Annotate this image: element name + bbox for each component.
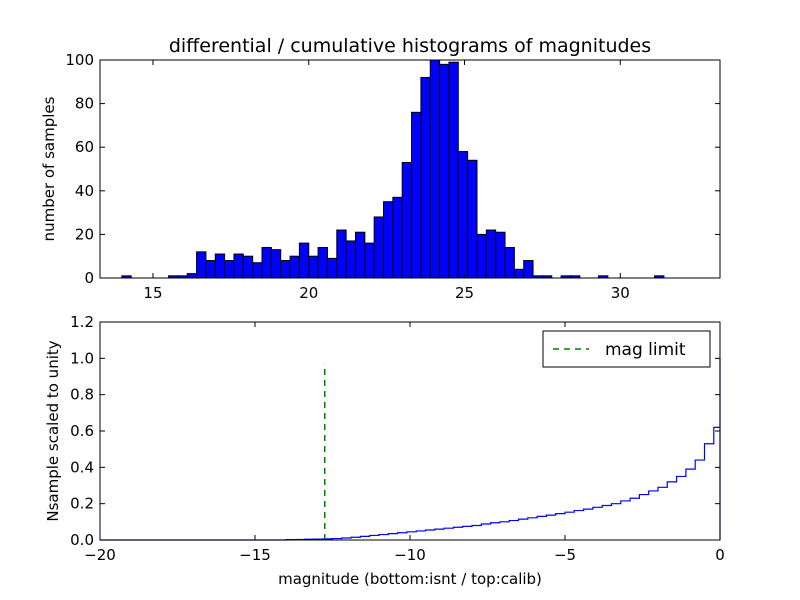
- histogram-bar: [429, 59, 441, 279]
- histogram-bar: [495, 231, 506, 279]
- histogram-bar: [252, 262, 263, 279]
- histogram-bar: [261, 246, 272, 279]
- histogram-bar: [504, 246, 515, 279]
- histogram-ylabel: number of samples: [40, 96, 58, 241]
- x-tick-label: −5: [554, 546, 576, 564]
- histogram-bar: [336, 229, 347, 279]
- x-tick-label: 15: [143, 284, 162, 302]
- histogram-bar: [354, 231, 366, 279]
- cumulative-curve: [100, 358, 721, 541]
- y-tick-label: 1.0: [70, 349, 94, 367]
- y-tick-label: 100: [65, 51, 94, 69]
- histogram-bar: [457, 151, 469, 279]
- x-tick-label: 20: [299, 284, 318, 302]
- x-tick-label: −20: [84, 546, 116, 564]
- histogram-bar: [420, 76, 431, 279]
- histogram-bar: [308, 255, 319, 279]
- histogram-bar: [383, 201, 394, 279]
- histogram-bar: [523, 260, 534, 279]
- histogram-bar: [196, 251, 207, 279]
- y-tick-label: 0.4: [70, 458, 94, 476]
- legend-box: [542, 330, 711, 368]
- x-tick-label: 30: [611, 284, 630, 302]
- histogram-bar: [298, 242, 310, 279]
- histogram-bar: [392, 196, 403, 279]
- histogram-bar: [214, 253, 226, 279]
- legend: mag limit: [542, 330, 711, 368]
- histogram-bar: [224, 260, 235, 279]
- y-tick-label: 1.2: [70, 313, 94, 331]
- histogram-bar: [233, 253, 244, 279]
- histogram-bar: [242, 255, 254, 279]
- legend-mag-limit-label: mag limit: [605, 340, 686, 360]
- histogram-bar: [411, 111, 422, 279]
- histogram-bar: [270, 249, 282, 279]
- x-tick-label: −10: [394, 546, 426, 564]
- x-tick-label: 25: [455, 284, 474, 302]
- chart-title: differential / cumulative histograms of …: [169, 35, 651, 57]
- histogram-bar: [401, 161, 413, 279]
- y-tick-label: 80: [75, 95, 94, 113]
- histogram-bar: [373, 216, 385, 279]
- y-tick-label: 0.8: [70, 386, 94, 404]
- histogram-bars: [121, 59, 665, 279]
- histogram-bar: [317, 246, 328, 279]
- histogram-bar: [439, 63, 450, 279]
- histogram-bar: [186, 273, 198, 279]
- y-tick-label: 20: [75, 225, 94, 243]
- histogram-axes-frame: [99, 59, 721, 279]
- cumulative-xlabel: magnitude (bottom:isnt / top:calib): [278, 570, 542, 588]
- histogram-ticks: 15 20 25 30 0 20 40 60 80 100: [65, 51, 720, 302]
- histogram-bar: [205, 260, 216, 279]
- histogram-bar: [467, 159, 478, 279]
- histogram-bar: [289, 255, 300, 279]
- cumulative-ticks: −20 −15 −10 −5 0 0.0 0.2 0.4 0.6 0.8 1.0 1.2: [70, 313, 725, 564]
- histogram-bar: [345, 240, 356, 279]
- y-tick-label: 0: [84, 269, 94, 287]
- y-tick-label: 0.0: [70, 531, 94, 549]
- histogram-bar: [326, 257, 338, 279]
- histogram-bar: [364, 242, 375, 279]
- y-tick-label: 40: [75, 182, 94, 200]
- y-tick-label: 60: [75, 138, 94, 156]
- histogram-bar: [513, 268, 525, 279]
- cumulative-ylabel: Nsample scaled to unity: [44, 340, 62, 521]
- cumulative-panel: −20 −15 −10 −5 0 0.0 0.2 0.4 0.6 0.8 1.0 1.2 magnit…: [44, 313, 725, 588]
- y-tick-label: 0.2: [70, 495, 94, 513]
- histogram-panel: differential / cumulative histograms of …: [40, 35, 721, 302]
- histogram-bar: [476, 233, 487, 279]
- y-tick-label: 0.6: [70, 422, 94, 440]
- x-tick-label: −15: [239, 546, 271, 564]
- histogram-bar: [280, 260, 291, 279]
- x-tick-label: 0: [715, 546, 725, 564]
- histogram-bar: [485, 229, 497, 279]
- histogram-bar: [448, 61, 459, 279]
